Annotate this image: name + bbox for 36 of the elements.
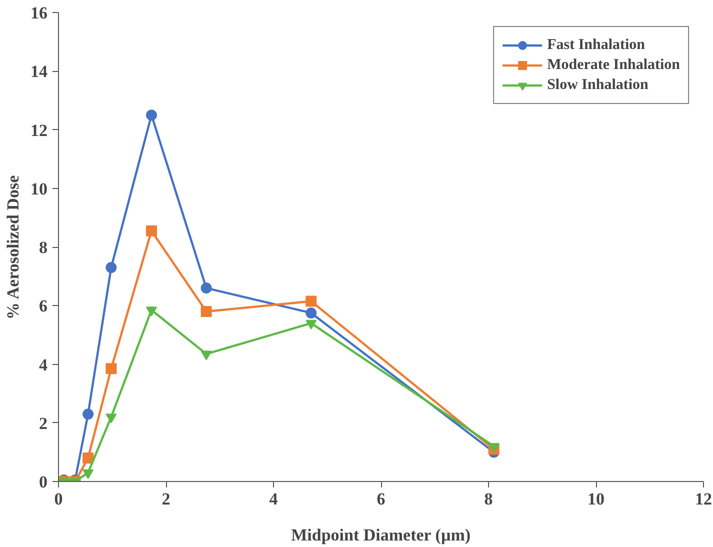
point <box>82 469 94 479</box>
x-tick-label: 10 <box>588 490 604 508</box>
legend-label: Moderate Inhalation <box>547 56 680 74</box>
y-tick-label: 2 <box>39 414 48 433</box>
y-tick-label: 6 <box>39 296 48 316</box>
point <box>106 262 117 274</box>
point <box>306 307 317 318</box>
y-tick-label: 0 <box>39 472 48 492</box>
x-tick-label: 12 <box>695 490 712 508</box>
point <box>82 452 94 464</box>
point <box>146 306 157 316</box>
y-tick-label: 4 <box>39 355 48 374</box>
x-tick-label: 0 <box>54 490 63 508</box>
legend-label: Slow Inhalation <box>547 76 648 94</box>
point <box>146 225 157 236</box>
y-axis-title: % Aerosolized Dose <box>4 174 22 320</box>
point <box>306 296 317 307</box>
point <box>200 282 212 294</box>
legend-label: Fast Inhalation <box>547 36 646 54</box>
y-tick-label: 14 <box>30 62 48 82</box>
point <box>200 306 212 317</box>
x-tick-label: 4 <box>269 490 278 508</box>
point <box>200 350 212 360</box>
point <box>106 363 117 374</box>
point <box>146 110 157 121</box>
x-tick-label: 2 <box>162 490 170 508</box>
point <box>106 414 117 424</box>
y-tick-label: 10 <box>30 179 48 198</box>
y-tick-label: 8 <box>39 238 48 257</box>
x-tick-label: 6 <box>376 490 386 508</box>
point <box>82 408 94 420</box>
y-tick-label: 12 <box>30 120 48 140</box>
x-axis-title: Midpoint Diameter (µm) <box>291 526 471 544</box>
x-tick-label: 8 <box>484 490 493 508</box>
y-tick-label: 16 <box>30 4 48 22</box>
point <box>306 320 317 330</box>
